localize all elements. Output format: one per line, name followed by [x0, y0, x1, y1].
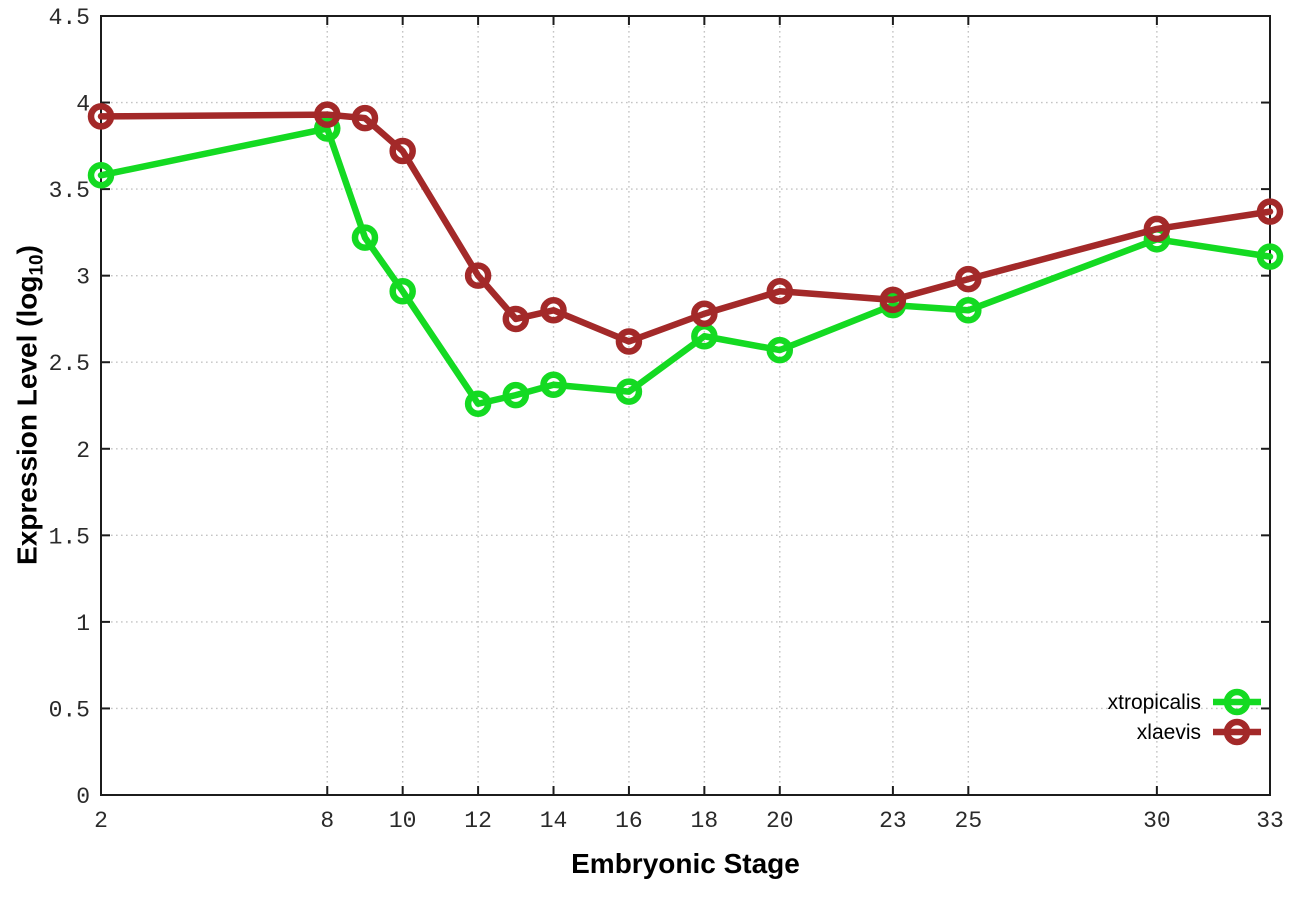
data-point-xtropicalis	[540, 371, 567, 398]
series-line-xlaevis	[97, 111, 1274, 345]
y-axis-title-text: Expression Level (log	[11, 275, 43, 565]
data-point-xlaevis	[502, 305, 530, 333]
x-tick-label: 25	[955, 808, 983, 834]
plot-border	[100, 15, 1271, 796]
data-point-xlaevis	[314, 101, 341, 128]
data-point-xlaevis	[615, 328, 643, 355]
data-point-xlaevis	[464, 262, 492, 289]
y-tick-label: 1.5	[49, 524, 90, 550]
x-tick-label: 8	[320, 808, 334, 834]
data-point-xtropicalis	[955, 297, 982, 324]
data-point-xlaevis	[87, 103, 115, 130]
data-point-xlaevis	[955, 265, 982, 293]
y-tick-label: 1	[76, 611, 90, 637]
data-point-xtropicalis	[615, 378, 643, 405]
data-point-xlaevis	[351, 104, 379, 132]
data-point-xtropicalis	[314, 115, 341, 142]
data-point-xtropicalis	[502, 381, 530, 409]
x-tick-label: 18	[691, 808, 719, 834]
data-point-xlaevis	[1256, 198, 1284, 225]
x-tick-label: 16	[615, 808, 643, 834]
y-tick-label: 4.5	[49, 5, 90, 31]
x-tick-label: 30	[1143, 808, 1171, 834]
data-point-xlaevis	[540, 297, 567, 324]
x-tick-label: 2	[94, 808, 108, 834]
data-point-xtropicalis	[464, 390, 492, 418]
x-tick-label: 12	[464, 808, 492, 834]
data-point-xlaevis	[1143, 215, 1171, 243]
data-point-xlaevis	[766, 277, 794, 305]
y-tick-label: 4	[76, 92, 90, 118]
y-tick-label: 0	[76, 784, 90, 810]
data-point-xtropicalis	[87, 162, 115, 189]
y-axis-title-suffix: )	[11, 245, 43, 255]
y-tick-label: 2	[76, 438, 90, 464]
y-axis-title-subscript: 10	[26, 254, 48, 276]
data-point-xlaevis	[879, 286, 907, 314]
y-tick-label: 2.5	[49, 351, 90, 377]
x-axis-title: Embryonic Stage	[571, 848, 800, 879]
y-tick-label: 3	[76, 265, 90, 291]
legend-label-xlaevis: xlaevis	[1137, 721, 1201, 744]
legend-label-xtropicalis: xtropicalis	[1108, 691, 1201, 714]
y-tick-label: 3.5	[49, 178, 90, 204]
x-tick-label: 14	[540, 808, 568, 834]
x-tick-label: 23	[879, 808, 907, 834]
x-tick-label: 33	[1256, 808, 1284, 834]
legend-sample-marker-xlaevis	[1223, 718, 1251, 746]
data-point-xlaevis	[389, 137, 416, 165]
x-tick-label: 20	[766, 808, 794, 834]
data-point-xtropicalis	[351, 224, 379, 251]
data-point-xtropicalis	[766, 336, 794, 364]
y-tick-label: 0.5	[49, 697, 90, 723]
x-tick-label: 10	[389, 808, 417, 834]
data-point-xtropicalis	[389, 277, 416, 305]
legend-sample-marker-xtropicalis	[1223, 688, 1251, 716]
data-point-xtropicalis	[1256, 243, 1284, 270]
y-axis-title: Expression Level (log10)	[12, 245, 49, 565]
data-point-xlaevis	[691, 300, 718, 328]
